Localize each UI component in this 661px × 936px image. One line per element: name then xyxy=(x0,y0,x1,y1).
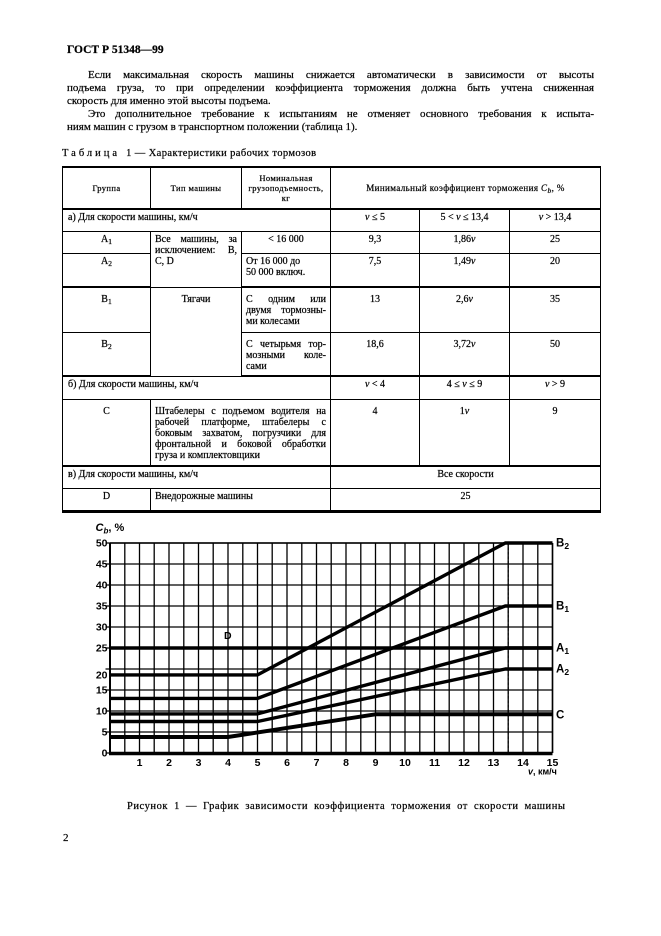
svg-text:6: 6 xyxy=(284,757,290,769)
svg-text:25: 25 xyxy=(96,643,108,655)
svg-text:7: 7 xyxy=(314,757,320,769)
svg-text:12: 12 xyxy=(458,757,470,769)
svg-text:35: 35 xyxy=(96,601,108,613)
svg-text:15: 15 xyxy=(96,685,108,697)
svg-text:45: 45 xyxy=(96,559,108,571)
svg-text:30: 30 xyxy=(96,622,108,634)
svg-text:D: D xyxy=(224,630,232,642)
svg-text:v, км/ч: v, км/ч xyxy=(528,767,557,777)
svg-text:4: 4 xyxy=(225,757,231,769)
svg-text:B2: B2 xyxy=(556,538,569,552)
svg-text:2: 2 xyxy=(166,757,172,769)
svg-text:A2: A2 xyxy=(556,664,569,678)
svg-text:14: 14 xyxy=(517,757,529,769)
svg-text:13: 13 xyxy=(488,757,500,769)
svg-text:B1: B1 xyxy=(556,601,569,615)
svg-text:Cb, %: Cb, % xyxy=(96,522,125,536)
svg-text:40: 40 xyxy=(96,580,108,592)
svg-text:15: 15 xyxy=(547,757,559,769)
svg-text:10: 10 xyxy=(96,706,108,718)
svg-text:A1: A1 xyxy=(556,643,569,657)
svg-text:0: 0 xyxy=(102,748,108,760)
svg-text:C: C xyxy=(556,710,564,722)
svg-text:20: 20 xyxy=(96,670,108,682)
svg-text:50: 50 xyxy=(96,538,108,550)
svg-text:1: 1 xyxy=(137,757,143,769)
svg-text:8: 8 xyxy=(343,757,349,769)
svg-text:5: 5 xyxy=(102,727,108,739)
svg-text:3: 3 xyxy=(196,757,202,769)
svg-text:5: 5 xyxy=(255,757,261,769)
svg-text:10: 10 xyxy=(399,757,411,769)
svg-text:9: 9 xyxy=(373,757,379,769)
svg-text:11: 11 xyxy=(429,757,440,769)
